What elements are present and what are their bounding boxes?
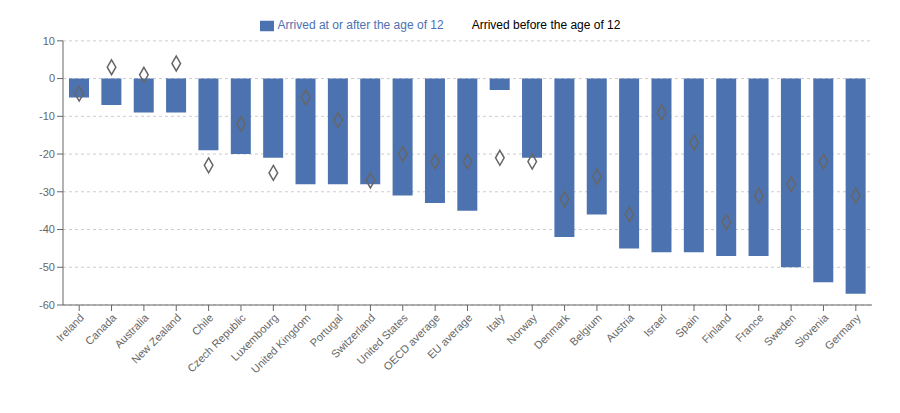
svg-text:-40: -40 [39, 223, 55, 235]
svg-text:Canada: Canada [82, 311, 119, 348]
svg-text:Austria: Austria [604, 311, 637, 344]
html-text:Arrived at or after the age of: Arrived at or after the age of 12 [277, 18, 444, 32]
svg-text:Portugal: Portugal [307, 311, 345, 349]
svg-text:Denmark: Denmark [531, 311, 571, 351]
svg-text:Ireland: Ireland [54, 311, 86, 343]
svg-text:Luxembourg: Luxembourg [228, 311, 281, 364]
svg-text:United Kingdom: United Kingdom [249, 311, 313, 375]
svg-text:OECD average: OECD average [381, 311, 442, 372]
svg-text:France: France [733, 311, 766, 345]
svg-text:Belgium: Belgium [567, 311, 604, 348]
svg-text:-60: -60 [39, 299, 55, 311]
svg-text:10: 10 [43, 35, 55, 47]
svg-text:Spain: Spain [673, 311, 701, 339]
svg-text:Czech Republic: Czech Republic [185, 311, 248, 374]
svg-text:Slovenia: Slovenia [792, 311, 831, 350]
svg-text:Switzerland: Switzerland [328, 311, 378, 361]
svg-text:-30: -30 [39, 186, 55, 198]
svg-text:-50: -50 [39, 261, 55, 273]
svg-text:0: 0 [49, 72, 55, 84]
svg-text:New Zealand: New Zealand [129, 311, 183, 365]
svg-text:Israel: Israel [641, 311, 669, 339]
svg-text:United States: United States [354, 311, 410, 367]
svg-text:Sweden: Sweden [761, 311, 798, 349]
svg-text:Germany: Germany [822, 311, 863, 352]
svg-text:Australia: Australia [112, 311, 151, 351]
svg-text:-20: -20 [39, 148, 55, 160]
svg-text:EU average: EU average [425, 311, 475, 361]
svg-text:-10: -10 [39, 110, 55, 122]
svg-text:Norway: Norway [504, 311, 540, 347]
svg-text:Finland: Finland [699, 311, 733, 345]
svg-text:Italy: Italy [484, 311, 507, 334]
html-text:Arrived before the age of 12: Arrived before the age of 12 [471, 18, 621, 32]
svg-text:Chile: Chile [189, 311, 215, 337]
